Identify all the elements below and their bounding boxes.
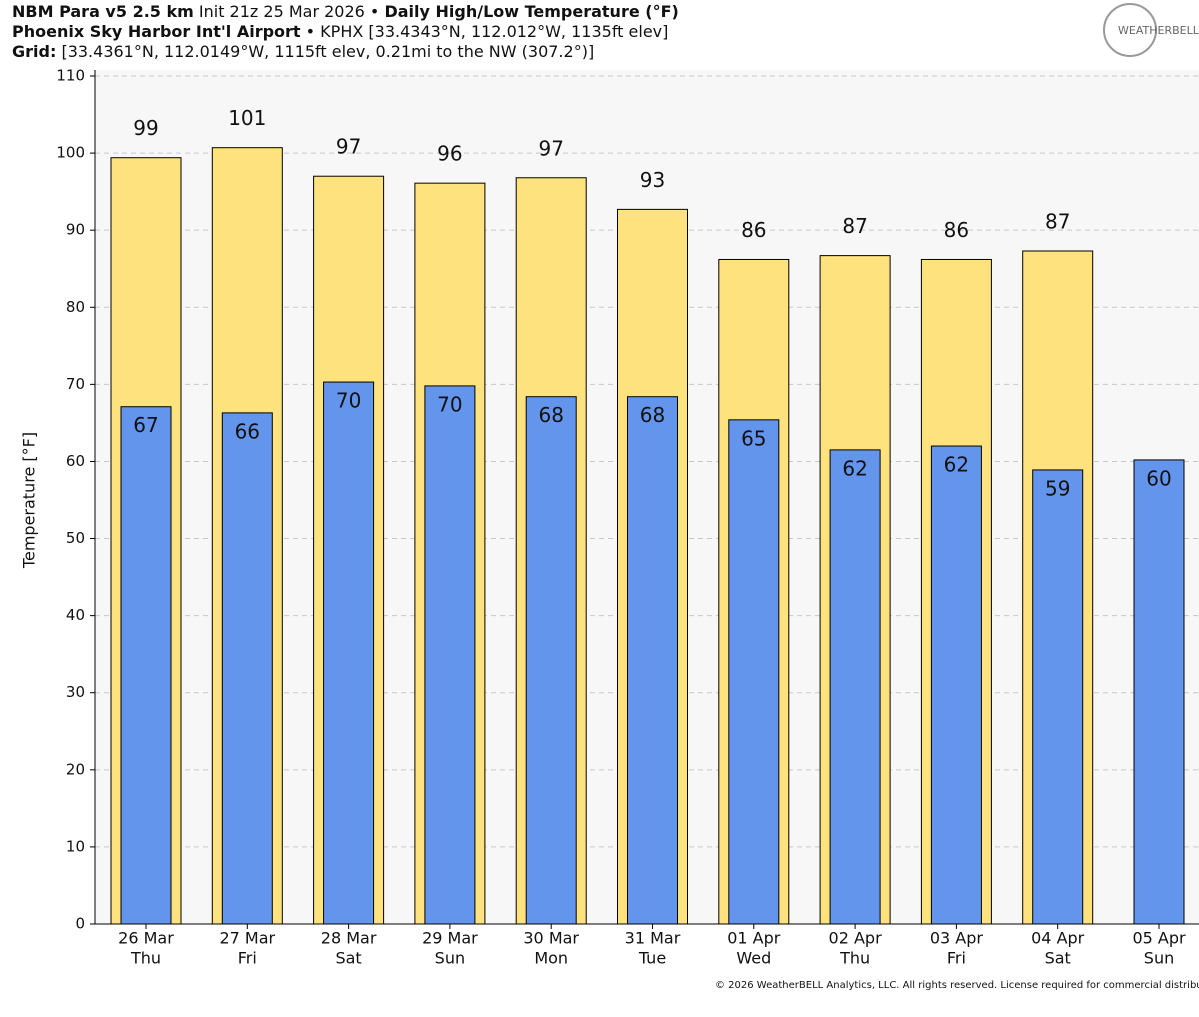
logo: WEATHERBELL bbox=[1118, 24, 1199, 37]
y-tick-label: 0 bbox=[75, 915, 85, 933]
x-tick-label: 01 Apr bbox=[727, 929, 781, 948]
y-tick-label: 80 bbox=[66, 298, 85, 316]
bar bbox=[1133, 459, 1185, 925]
value-label: 86 bbox=[741, 218, 766, 242]
value-label: 62 bbox=[842, 456, 867, 480]
value-label: 87 bbox=[1045, 209, 1070, 233]
bar bbox=[829, 449, 881, 925]
title-part: Init 21z 25 Mar 2026 • bbox=[199, 2, 379, 21]
y-tick-label: 40 bbox=[66, 606, 85, 624]
x-tick-label: 30 Mar bbox=[523, 929, 579, 948]
value-label: 68 bbox=[640, 403, 665, 427]
value-label: 101 bbox=[228, 106, 266, 130]
x-tick-label: 28 Mar bbox=[321, 929, 377, 948]
value-label: 70 bbox=[437, 392, 462, 416]
value-label: 87 bbox=[842, 214, 867, 238]
value-label: 65 bbox=[741, 426, 766, 450]
subtitle-part: Phoenix Sky Harbor Int'l Airport bbox=[12, 22, 301, 41]
x-tick-weekday: Sat bbox=[335, 949, 361, 968]
x-tick-label: 02 Apr bbox=[829, 929, 883, 948]
y-tick-label: 30 bbox=[66, 683, 85, 701]
y-tick-label: 50 bbox=[66, 529, 85, 547]
y-tick-label: 70 bbox=[66, 375, 85, 393]
value-label: 66 bbox=[235, 419, 260, 443]
x-tick-weekday: Thu bbox=[839, 949, 870, 968]
title-part: Daily High/Low Temperature (°F) bbox=[384, 2, 678, 21]
bar bbox=[424, 385, 476, 925]
bar bbox=[323, 381, 375, 925]
y-axis-label: Temperature [°F] bbox=[20, 432, 39, 569]
value-label: 99 bbox=[133, 116, 158, 140]
title-part: NBM Para v5 2.5 km bbox=[12, 2, 194, 21]
bar bbox=[1032, 469, 1084, 925]
y-tick-label: 60 bbox=[66, 452, 85, 470]
bar bbox=[728, 419, 780, 925]
x-tick-label: 26 Mar bbox=[118, 929, 174, 948]
y-tick-label: 110 bbox=[56, 67, 85, 85]
bar bbox=[221, 412, 273, 925]
x-tick-weekday: Fri bbox=[947, 949, 966, 968]
subtitle: Phoenix Sky Harbor Int'l Airport • KPHX … bbox=[12, 22, 668, 41]
value-label: 68 bbox=[538, 403, 563, 427]
copyright: © 2026 WeatherBELL Analytics, LLC. All r… bbox=[715, 980, 1199, 991]
value-label: 96 bbox=[437, 142, 462, 166]
value-label: 70 bbox=[336, 389, 361, 413]
x-tick-label: 04 Apr bbox=[1031, 929, 1085, 948]
bar bbox=[627, 396, 678, 925]
x-tick-weekday: Sun bbox=[1144, 949, 1174, 968]
value-label: 62 bbox=[944, 453, 969, 477]
x-tick-label: 05 Apr bbox=[1132, 929, 1186, 948]
x-tick-weekday: Mon bbox=[534, 949, 568, 968]
subtitle-part: • KPHX [33.4343°N, 112.012°W, 1135ft ele… bbox=[306, 22, 669, 41]
grid-part: [33.4361°N, 112.0149°W, 1115ft elev, 0.2… bbox=[61, 42, 594, 61]
grid-info: Grid: [33.4361°N, 112.0149°W, 1115ft ele… bbox=[12, 42, 594, 61]
bar bbox=[120, 406, 172, 925]
value-label: 86 bbox=[944, 218, 969, 242]
x-tick-weekday: Thu bbox=[130, 949, 161, 968]
bar bbox=[930, 445, 982, 925]
value-label: 97 bbox=[538, 136, 563, 160]
value-label: 93 bbox=[640, 168, 665, 192]
x-tick-weekday: Fri bbox=[238, 949, 257, 968]
x-tick-label: 27 Mar bbox=[219, 929, 275, 948]
value-label: 97 bbox=[336, 135, 361, 159]
x-tick-label: 31 Mar bbox=[625, 929, 681, 948]
y-tick-label: 10 bbox=[66, 837, 85, 855]
x-tick-weekday: Sun bbox=[435, 949, 465, 968]
value-label: 59 bbox=[1045, 476, 1070, 500]
y-tick-label: 90 bbox=[66, 221, 85, 239]
y-tick-label: 100 bbox=[56, 144, 85, 162]
x-tick-weekday: Wed bbox=[736, 949, 771, 968]
title: NBM Para v5 2.5 km Init 21z 25 Mar 2026 … bbox=[12, 2, 679, 21]
logo-ring bbox=[1103, 3, 1157, 57]
x-tick-label: 03 Apr bbox=[930, 929, 984, 948]
y-tick-label: 20 bbox=[66, 760, 85, 778]
bar bbox=[525, 396, 577, 925]
x-tick-weekday: Tue bbox=[638, 949, 666, 968]
value-label: 60 bbox=[1146, 466, 1171, 490]
grid-part: Grid: bbox=[12, 42, 56, 61]
value-label: 67 bbox=[133, 413, 158, 437]
x-tick-label: 29 Mar bbox=[422, 929, 478, 948]
x-tick-weekday: Sat bbox=[1045, 949, 1071, 968]
